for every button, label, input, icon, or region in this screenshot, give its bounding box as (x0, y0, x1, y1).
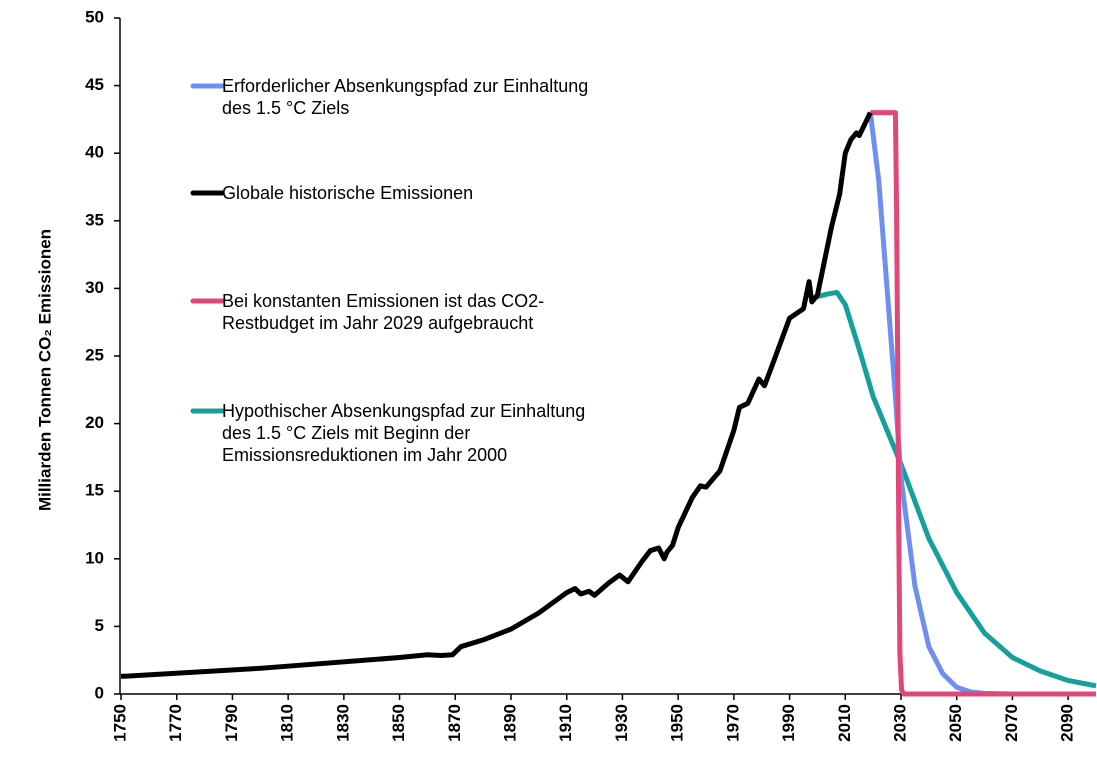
x-tick-label: 1910 (556, 704, 575, 742)
legend-label: Bei konstanten Emissionen ist das CO2-Re… (222, 291, 545, 333)
series-line (816, 289, 1097, 689)
x-tick-label: 2070 (1002, 704, 1021, 742)
x-tick-label: 1890 (500, 704, 519, 742)
series-line (867, 112, 1096, 697)
x-tick-label: 1830 (333, 704, 352, 742)
x-tick-label: 1990 (779, 704, 798, 742)
x-tick-label: 2030 (890, 704, 909, 742)
legend-label: Erforderlicher Absenkungspfad zur Einhal… (222, 76, 589, 118)
y-tick-label: 0 (95, 683, 104, 702)
legend-label: Globale historische Emissionen (222, 183, 474, 203)
y-tick-label: 5 (95, 616, 104, 635)
y-tick-label: 10 (85, 548, 104, 567)
legend-label: Hypothischer Absenkungspfad zur Einhaltu… (222, 401, 586, 465)
x-tick-label: 1970 (723, 704, 742, 742)
x-tick-label: 1770 (166, 704, 185, 742)
x-tick-label: 1930 (612, 704, 631, 742)
x-tick-label: 1810 (278, 704, 297, 742)
series-line (870, 110, 1096, 697)
x-tick-label: 2010 (835, 704, 854, 742)
x-tick-label: 2050 (946, 704, 965, 742)
x-tick-label: 1790 (222, 704, 241, 742)
y-tick-label: 35 (85, 210, 104, 229)
y-tick-label: 25 (85, 345, 104, 364)
y-tick-label: 15 (85, 481, 104, 500)
y-tick-label: 20 (85, 413, 104, 432)
y-tick-label: 45 (85, 75, 104, 94)
x-tick-label: 1750 (110, 704, 129, 742)
y-tick-label: 30 (85, 278, 104, 297)
series-line (120, 111, 873, 679)
y-tick-label: 50 (85, 7, 104, 26)
x-tick-label: 1850 (389, 704, 408, 742)
x-tick-label: 1950 (668, 704, 687, 742)
y-axis-label: Milliarden Tonnen CO₂ Emissionen (35, 229, 54, 511)
x-tick-label: 2090 (1058, 704, 1077, 742)
x-tick-label: 1870 (445, 704, 464, 742)
y-tick-label: 40 (85, 143, 104, 162)
